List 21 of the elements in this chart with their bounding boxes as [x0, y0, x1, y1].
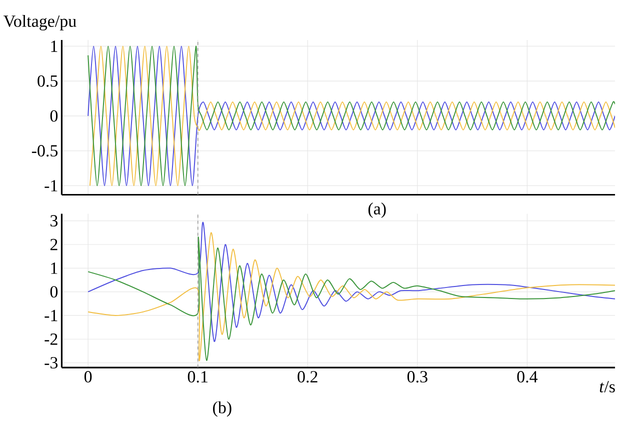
y-tick-label: -3	[44, 356, 58, 368]
y-tick-label: -0.5	[32, 144, 58, 156]
x-tick-label: 0.1	[188, 370, 208, 382]
annotation: (a)	[368, 202, 386, 218]
x-tick-label: 0	[84, 370, 92, 382]
x-axis-title: t/s	[600, 380, 615, 392]
y-tick-label: -1	[44, 180, 58, 192]
y-tick-label: 0	[50, 110, 58, 122]
y-tick-label: 1	[51, 40, 58, 52]
y-tick-label: 0	[50, 286, 58, 298]
x-tick-label: 0.4	[517, 370, 538, 382]
x-tick-label: 0.2	[298, 370, 318, 382]
y-tick-label: 1	[51, 262, 58, 274]
x-tick-label: 0.3	[407, 370, 428, 382]
y-tick-label: 2	[50, 238, 58, 250]
y-tick-label: -2	[44, 333, 58, 345]
y-tick-label: -1	[44, 310, 58, 321]
text: (b)	[213, 401, 232, 417]
y-axis-title: Voltage/pu	[4, 14, 76, 30]
y-tick-label: 3	[50, 214, 58, 226]
y-tick-label: 0.5	[38, 75, 58, 87]
